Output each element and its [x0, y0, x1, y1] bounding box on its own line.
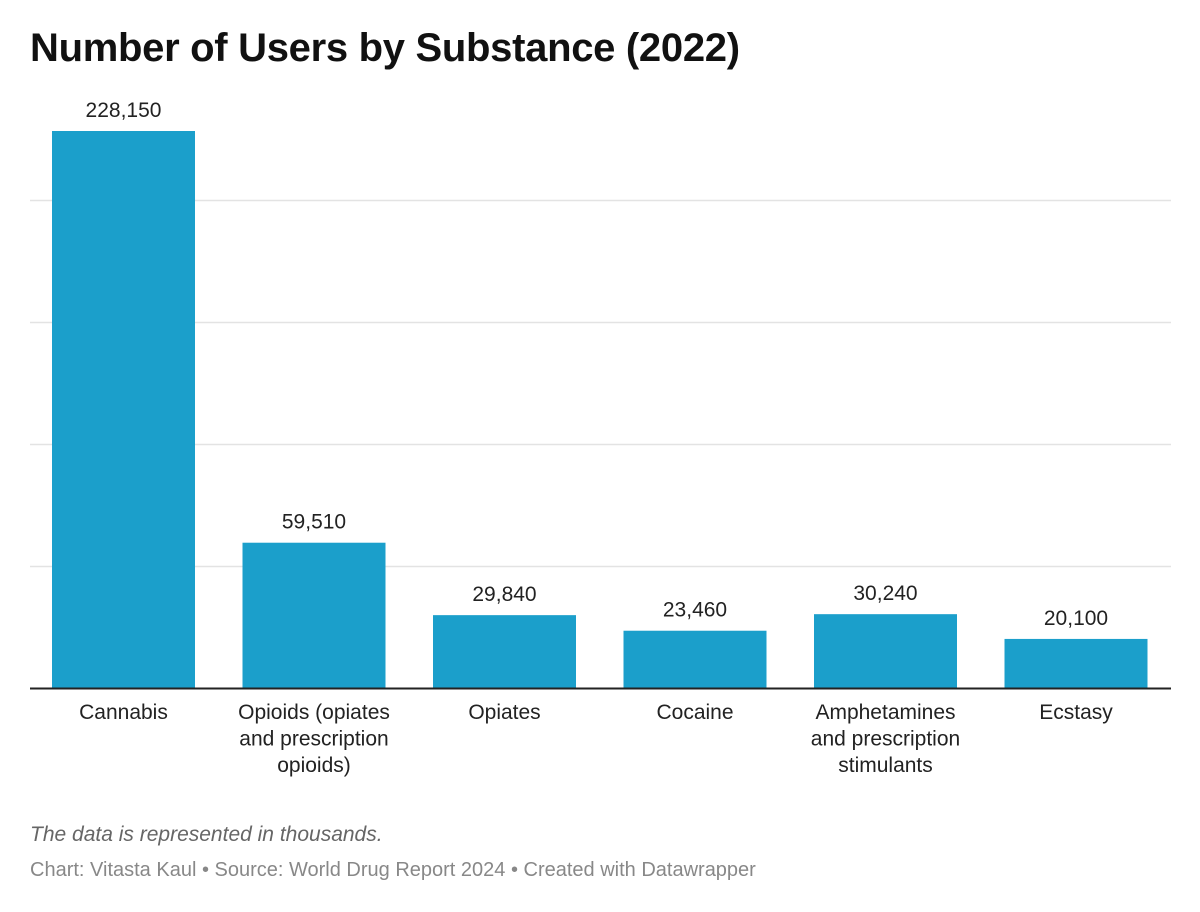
chart-note: The data is represented in thousands. — [30, 823, 383, 846]
bar-value-label: 29,840 — [472, 583, 536, 606]
bar-value-label: 59,510 — [282, 511, 346, 534]
chart-credit: Chart: Vitasta Kaul • Source: World Drug… — [30, 859, 756, 881]
bar — [242, 542, 386, 688]
bar — [433, 615, 576, 688]
category-label: Ecstasy — [1039, 701, 1113, 724]
bar — [623, 630, 767, 688]
category-label: Opiates — [468, 701, 540, 724]
bar — [1004, 638, 1148, 688]
bar — [814, 614, 957, 688]
chart-title: Number of Users by Substance (2022) — [30, 26, 740, 70]
category-label: Opioids (opiates and prescription opioids) — [238, 701, 390, 777]
bar-value-label: 228,150 — [86, 99, 162, 122]
bar-value-label: 20,100 — [1044, 607, 1108, 630]
bar-value-label: 23,460 — [663, 599, 727, 622]
bar-value-label: 30,240 — [853, 582, 917, 605]
category-label: Cannabis — [79, 701, 168, 724]
bar-chart: 228,150 Cannabis 59,510 Opioids (opiates and… — [30, 99, 1171, 777]
category-label: Amphetamines and prescription stimulants — [811, 701, 960, 777]
category-label: Cocaine — [656, 701, 733, 724]
bar — [52, 131, 195, 688]
